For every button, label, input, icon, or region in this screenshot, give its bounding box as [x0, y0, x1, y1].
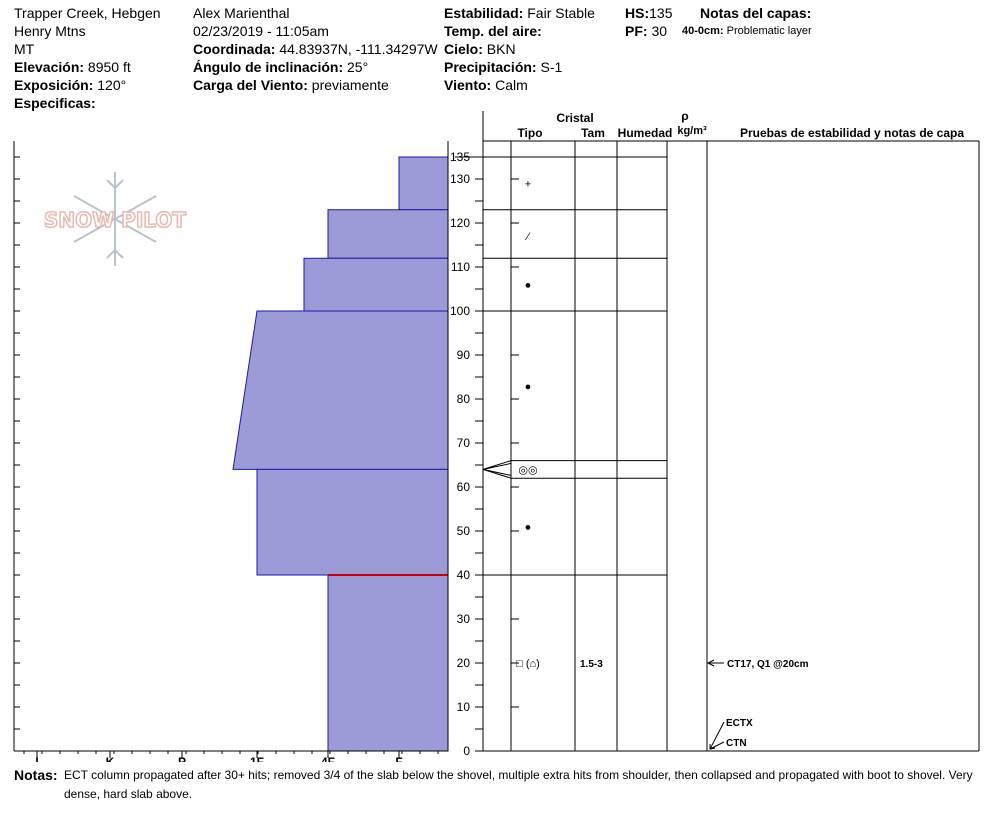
sky: BKN — [486, 41, 516, 57]
pf: 30 — [651, 23, 668, 39]
hardness-layer — [256, 468, 449, 576]
stability-row: Estabilidad: Fair Stable — [444, 5, 595, 21]
location: Trapper Creek, Hebgen — [14, 5, 161, 21]
snowflake-icon — [73, 172, 157, 266]
state: MT — [14, 41, 35, 57]
header-col-4: HS:135 PF: 30 — [625, 4, 672, 40]
crystal-symbol: ● — [525, 381, 532, 393]
hardness-layer — [303, 257, 449, 312]
wind-load-row: Carga del Viento: previamente — [193, 77, 389, 93]
wind: Calm — [495, 77, 528, 93]
rho-header: ρ — [681, 109, 688, 123]
depth-label: 60 — [457, 480, 471, 494]
layer-notes-title: Notas del capas: — [700, 5, 812, 21]
elevation: 8950 ft — [87, 59, 131, 75]
hardness-layer — [232, 310, 449, 470]
crystal-header: Cristal — [556, 111, 593, 125]
crystal-symbol: □ (⌂) — [516, 658, 540, 670]
precipitation: S-1 — [540, 59, 563, 75]
notes-text: ECT column propagated after 30+ hits; re… — [64, 768, 973, 801]
hardness-layer — [327, 209, 449, 259]
hardness-label: F — [395, 755, 402, 762]
depth-label: 90 — [457, 348, 471, 362]
slope-angle: 25° — [347, 59, 369, 75]
hs: 135 — [649, 5, 673, 21]
header-col-5: Notas del capas: 40-0cm: Problematic lay… — [682, 4, 812, 40]
header-col-3: Estabilidad: Fair Stable Temp. del aire:… — [444, 4, 595, 94]
depth-label: 120 — [450, 216, 470, 230]
crystal-table: + ⁄ ● ● ◎◎ ● □ (⌂) 1.5-3 — [482, 140, 979, 752]
test-arrowhead — [709, 744, 716, 750]
depth-label: 0 — [463, 744, 470, 758]
precip-row: Precipitación: S-1 — [444, 59, 563, 75]
header-col-1: Trapper Creek, Hebgen Henry Mtns MT Elev… — [14, 4, 161, 112]
depth-label: 30 — [457, 612, 471, 626]
hardness-label: P — [178, 755, 186, 762]
observer: Alex Marienthal — [193, 5, 290, 21]
test-label: ECTX — [726, 718, 753, 729]
crystal-symbol: ● — [525, 522, 532, 534]
depth-label: 80 — [457, 392, 471, 406]
wind-row: Viento: Calm — [444, 77, 528, 93]
test-label: CT17, Q1 @20cm — [727, 659, 809, 670]
notes-label: Notas: — [14, 767, 58, 783]
air-temp-row: Temp. del aire: — [444, 23, 542, 39]
aspect-row: Exposición: 120° — [14, 77, 127, 93]
tests-header: Pruebas de estabilidad y notas de capa — [740, 126, 964, 140]
test-pointer — [709, 741, 725, 750]
hardness-label: 1F — [250, 755, 264, 762]
slope-row: Ángulo de inclinación: 25° — [193, 59, 369, 75]
type-header: Tipo — [517, 126, 542, 140]
density-unit-header: kg/m³ — [677, 125, 707, 137]
snowpilot-logo: SNOW PILOT — [43, 172, 187, 266]
crystal-symbol: ● — [525, 280, 532, 292]
hs-row: HS:135 — [625, 5, 673, 21]
depth-label: 110 — [451, 260, 470, 274]
specifics-row: Especificas: — [14, 95, 96, 111]
crystal-symbol: ⁄ — [524, 231, 531, 243]
depth-label: 40 — [457, 568, 471, 582]
elevation-row: Elevación: 8950 ft — [14, 59, 131, 75]
crystal-symbol: + — [525, 178, 531, 190]
hardness-layer — [327, 574, 449, 752]
test-pointer — [709, 721, 725, 750]
wind-load: previamente — [311, 77, 389, 93]
depth-label: 50 — [457, 524, 471, 538]
crystal-size: 1.5-3 — [580, 659, 603, 670]
size-header: Tam — [581, 126, 605, 140]
hardness-layer — [398, 156, 449, 211]
stability: Fair Stable — [527, 5, 595, 21]
logo-text: SNOW PILOT — [44, 208, 186, 232]
snow-profile-chart: SNOW PILOT I K P 1F 4F F 0 10 20 30 40 50 60 70 80 90 10… — [13, 109, 980, 762]
weak-layer-marker — [482, 462, 512, 476]
hardness-label: 4F — [321, 755, 335, 762]
layer-note-depth: 40-0cm: — [682, 25, 724, 37]
test-column: CT17, Q1 @20cm ECTX CTN — [706, 141, 980, 751]
datetime: 02/23/2019 - 11:05am — [193, 23, 329, 39]
depth-label: 20 — [457, 656, 471, 670]
depth-label: 130 — [450, 172, 470, 186]
hardness-plot: I K P 1F 4F F01020304050607080901001101201301… — [13, 111, 484, 762]
range: Henry Mtns — [14, 23, 86, 39]
pf-row: PF: 30 — [625, 23, 668, 39]
test-label: CTN — [726, 738, 747, 749]
depth-label: 10 — [457, 700, 471, 714]
test-arrowhead — [706, 659, 715, 667]
layer-note-row: 40-0cm: Problematic layer — [682, 22, 812, 40]
coord-row: Coordinada: 44.83937N, -111.34297W — [193, 41, 438, 57]
hardness-label: K — [106, 755, 115, 762]
layer-note-text: Problematic layer — [726, 25, 812, 37]
aspect: 120° — [97, 77, 127, 93]
hardness-label: I — [35, 755, 38, 762]
header-col-2: Alex Marienthal 02/23/2019 - 11:05am Coo… — [193, 4, 438, 94]
depth-label: 100 — [450, 304, 470, 318]
crystal-symbol: ◎◎ — [518, 464, 537, 476]
sky-row: Cielo: BKN — [444, 41, 516, 57]
coordinates: 44.83937N, -111.34297W — [279, 41, 438, 57]
notes: Notas: ECT column propagated after 30+ h… — [14, 766, 989, 801]
depth-label: 70 — [457, 436, 471, 450]
moisture-header: Humedad — [618, 126, 673, 140]
